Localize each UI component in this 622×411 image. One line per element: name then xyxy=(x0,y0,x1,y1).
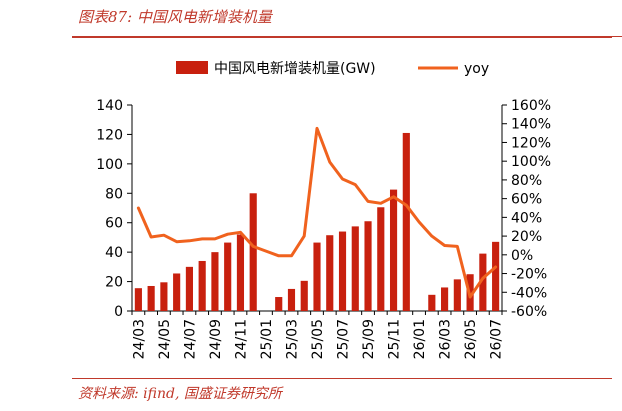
bar xyxy=(402,132,410,311)
x-tick-label: 24/11 xyxy=(233,319,249,359)
bar xyxy=(364,221,372,311)
y-tick-label-right: -60% xyxy=(511,304,547,320)
bar xyxy=(428,294,436,311)
y-tick-label-right: 100% xyxy=(511,154,551,170)
legend-label-line: yoy xyxy=(464,61,489,77)
y-tick-label-left: 100 xyxy=(96,157,123,173)
figure-caption: 图表87: 中国风电新增装机量 xyxy=(78,8,272,26)
y-tick-label-left: 60 xyxy=(105,216,123,232)
bar xyxy=(185,266,193,311)
bar xyxy=(453,279,461,311)
top-rule xyxy=(72,36,612,38)
legend-swatch-bars xyxy=(176,61,208,74)
y-tick-label-left: 140 xyxy=(96,98,123,114)
bar xyxy=(211,252,219,311)
x-tick-label: 26/05 xyxy=(463,319,479,359)
x-tick-label: 26/01 xyxy=(412,319,428,359)
y-tick-label-left: 40 xyxy=(105,245,123,261)
bar xyxy=(338,231,347,311)
bar xyxy=(173,273,181,311)
x-tick-label: 25/05 xyxy=(310,319,326,359)
y-tick-label-left: 120 xyxy=(96,127,123,143)
x-tick-label: 25/03 xyxy=(284,319,300,359)
bottom-rule xyxy=(72,378,612,379)
y-tick-label-right: 40% xyxy=(511,210,542,226)
bar xyxy=(479,253,487,311)
y-tick-label-right: 160% xyxy=(511,98,551,114)
bar xyxy=(224,242,232,311)
x-tick-label: 26/07 xyxy=(489,319,505,359)
bar xyxy=(351,226,359,311)
y-tick-label-right: 20% xyxy=(511,229,542,245)
bar xyxy=(198,260,206,311)
bar xyxy=(441,287,449,311)
yoy-line xyxy=(136,126,498,299)
bar xyxy=(389,189,398,311)
y-tick-label-left: 20 xyxy=(105,275,123,291)
source-note: 资料来源: ifind, 国盛证券研究所 xyxy=(78,386,282,402)
x-tick-label: 25/11 xyxy=(387,319,403,359)
y-tick-label-right: 140% xyxy=(511,117,551,133)
bar xyxy=(236,234,245,311)
x-tick-label: 25/01 xyxy=(259,319,275,359)
x-tick-label: 24/03 xyxy=(131,319,147,359)
x-tick-label: 24/07 xyxy=(182,319,198,359)
y-tick-label-right: 0% xyxy=(511,248,533,264)
bar xyxy=(492,241,500,311)
bar xyxy=(287,288,296,311)
x-tick-label: 26/03 xyxy=(438,319,454,359)
y-tick-label-right: 80% xyxy=(511,173,542,189)
bar xyxy=(313,242,321,311)
y-tick-label-right: -40% xyxy=(511,285,547,301)
bar xyxy=(300,280,308,311)
bar xyxy=(377,207,385,311)
x-tick-label: 25/09 xyxy=(361,319,377,359)
y-tick-label-right: 120% xyxy=(511,135,551,151)
bar xyxy=(275,297,283,311)
y-tick-label-right: -20% xyxy=(511,267,547,283)
y-tick-label-left: 0 xyxy=(114,304,123,320)
bar xyxy=(326,235,334,311)
x-tick-label: 25/07 xyxy=(336,319,352,359)
top-rule-stub xyxy=(612,36,622,37)
bar xyxy=(134,288,142,311)
bar xyxy=(160,282,168,311)
legend-label-bars: 中国风电新增装机量(GW) xyxy=(214,61,376,77)
y-tick-label-right: 60% xyxy=(511,192,542,208)
y-tick-label-left: 80 xyxy=(105,186,123,202)
bar xyxy=(249,193,257,311)
x-tick-label: 24/09 xyxy=(208,319,224,359)
x-tick-label: 24/05 xyxy=(157,319,173,359)
bar xyxy=(147,285,155,311)
